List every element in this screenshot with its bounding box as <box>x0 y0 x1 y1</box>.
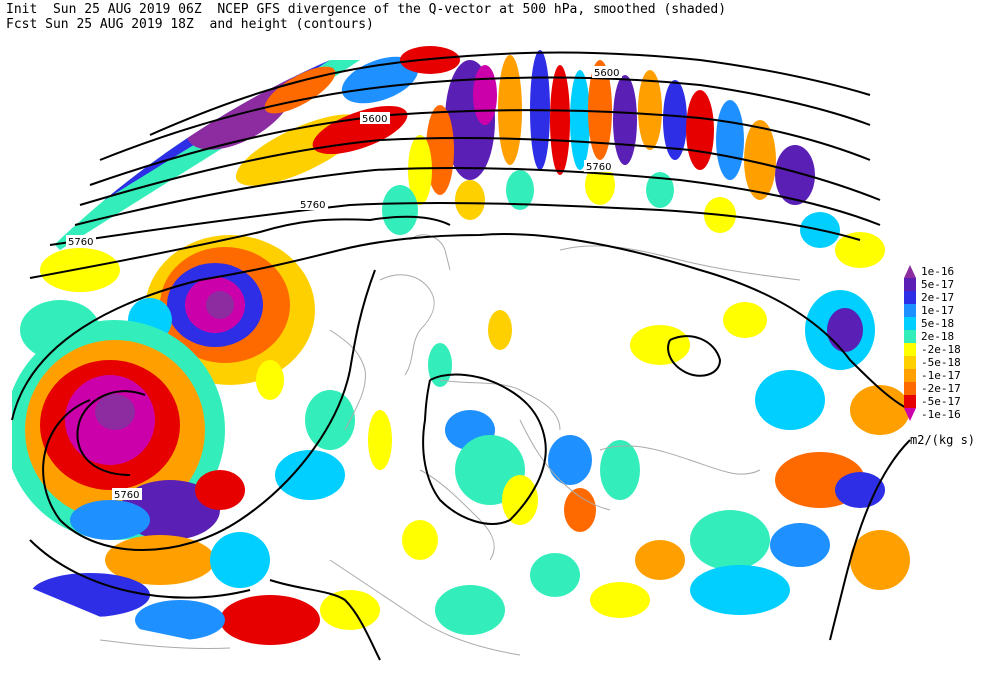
legend-swatch <box>904 317 916 330</box>
legend-swatch <box>904 265 916 278</box>
legend-label: 1e-16 <box>921 265 955 278</box>
contour-label: 5760 <box>586 162 611 173</box>
legend-units: m2/(kg s) <box>910 433 976 447</box>
header-forecast-line: Fcst Sun 25 AUG 2019 18Z and height (con… <box>6 17 374 32</box>
legend-swatch <box>904 278 916 291</box>
legend-label: 2e-18 <box>921 330 955 343</box>
legend-swatch <box>904 408 916 421</box>
coastlines <box>99 234 801 656</box>
legend-label: -2e-18 <box>921 343 961 356</box>
legend-label: 5e-18 <box>921 317 955 330</box>
contour-label: 5600 <box>594 68 619 79</box>
legend-label: 5e-17 <box>921 278 955 291</box>
legend-label: -2e-17 <box>921 382 961 395</box>
legend-label: -5e-17 <box>921 395 961 408</box>
legend-label: -1e-16 <box>921 408 961 421</box>
legend-label: -1e-17 <box>921 369 961 382</box>
legend-color-bar <box>904 265 916 421</box>
legend-swatch <box>904 330 916 343</box>
legend-swatch <box>904 343 916 356</box>
legend-swatch <box>904 291 916 304</box>
contour-label: 5760 <box>300 200 325 211</box>
legend-label: -5e-18 <box>921 356 961 369</box>
contour-label-group: 5600 5600 5760 5760 5760 5760 <box>66 66 622 501</box>
contour-label: 5600 <box>362 114 387 125</box>
legend-swatch <box>904 356 916 369</box>
legend-label: 2e-17 <box>921 291 955 304</box>
legend-swatch <box>904 395 916 408</box>
legend-swatch <box>904 369 916 382</box>
legend-swatch <box>904 382 916 395</box>
continental-cells <box>256 290 910 635</box>
legend-swatch <box>904 304 916 317</box>
contour-label: 5760 <box>114 490 139 501</box>
height-contours <box>11 51 911 661</box>
legend-label: 1e-17 <box>921 304 955 317</box>
header-init-line: Init Sun 25 AUG 2019 06Z NCEP GFS diverg… <box>6 2 727 17</box>
atlantic-cells <box>12 235 380 645</box>
contour-label: 5760 <box>68 237 93 248</box>
